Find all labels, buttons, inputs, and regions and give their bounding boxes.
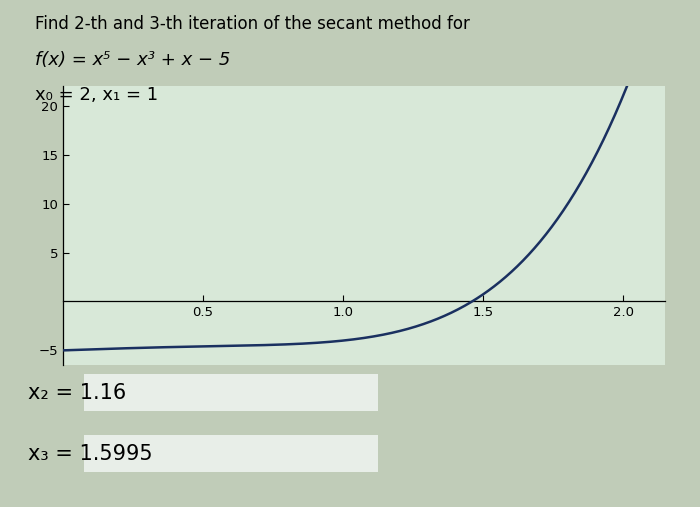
Text: x₂ = 1.16: x₂ = 1.16 (28, 383, 126, 403)
Text: Find 2-th and 3-th iteration of the secant method for: Find 2-th and 3-th iteration of the seca… (35, 15, 470, 33)
Text: f(x) = x⁵ − x³ + x − 5: f(x) = x⁵ − x³ + x − 5 (35, 51, 230, 69)
Text: x₃ = 1.5995: x₃ = 1.5995 (28, 444, 153, 464)
Text: x₀ = 2, x₁ = 1: x₀ = 2, x₁ = 1 (35, 86, 158, 104)
